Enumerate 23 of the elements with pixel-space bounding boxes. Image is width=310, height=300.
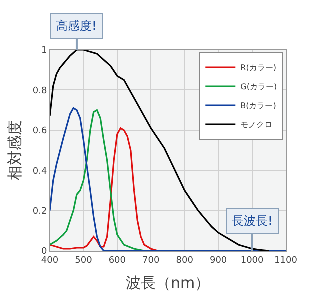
y-tick-label: 0.6: [32, 126, 48, 137]
y-tick-label: 0: [41, 247, 48, 258]
x-tick-label: 1000: [240, 256, 264, 266]
x-tick-label: 700: [142, 256, 160, 266]
x-tick-label: 800: [176, 256, 194, 266]
legend-label: R(カラー): [240, 64, 276, 73]
y-axis-title: 相対感度: [6, 120, 24, 180]
annotation: 長波長!: [232, 214, 273, 228]
y-tick-label: 0.8: [32, 86, 48, 96]
x-axis-title: 波長（nm）: [126, 274, 210, 292]
x-tick-label: 400: [41, 256, 59, 266]
legend-label: B(カラー): [240, 102, 276, 111]
annotation: 高感度!: [56, 19, 97, 33]
legend-label: G(カラー): [240, 82, 278, 92]
x-tick-label: 1100: [274, 256, 298, 266]
x-tick-label: 500: [75, 256, 93, 266]
x-tick-label: 900: [210, 256, 228, 266]
y-tick-label: 1: [41, 46, 48, 56]
y-tick-label: 0.2: [32, 206, 48, 217]
legend-label: モノクロ: [240, 120, 273, 130]
y-tick-label: 0.4: [32, 166, 48, 177]
line-series: [50, 50, 270, 251]
x-tick-label: 600: [108, 256, 126, 266]
